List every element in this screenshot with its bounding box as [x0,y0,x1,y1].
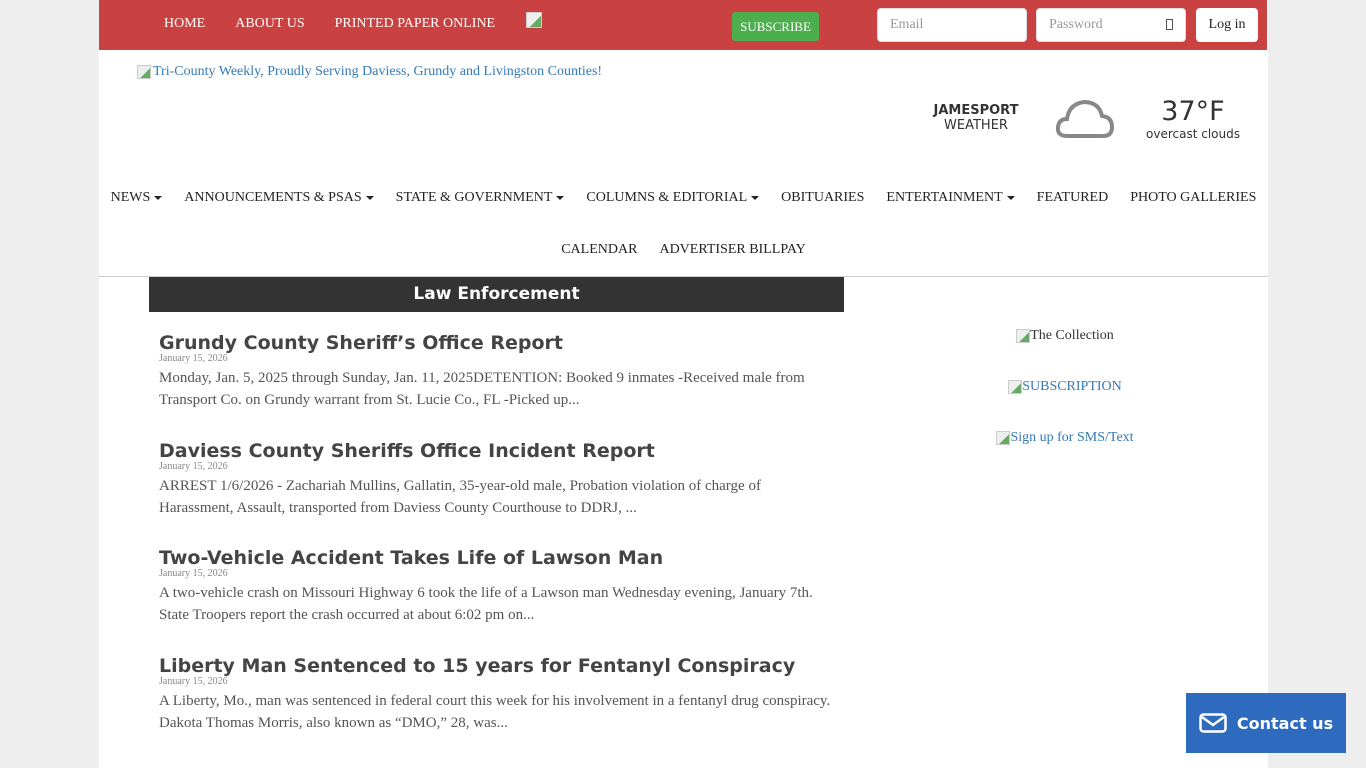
email-input[interactable]: Email [877,8,1027,42]
broken-image-icon [1008,380,1023,394]
weather-location: JAMESPORT WEATHER [918,103,1034,133]
login-button[interactable]: Log in [1196,8,1258,42]
key-icon[interactable] [1166,19,1173,30]
sidebar-ad-sms[interactable]: Sign up for SMS/Text [960,430,1170,450]
article-item: Two-Vehicle Accident Takes Life of Lawso… [159,548,839,626]
nav-state-government[interactable]: STATE & GOVERNMENT [396,190,565,206]
nav-columns-editorial[interactable]: COLUMNS & EDITORIAL [586,190,760,206]
nav-obituaries[interactable]: OBITUARIES [781,190,865,205]
contact-us-button[interactable]: Contact us [1186,693,1346,753]
nav-label: COLUMNS & EDITORIAL [586,190,748,205]
caret-down-icon [751,195,760,200]
nav-photo-galleries[interactable]: PHOTO GALLERIES [1130,190,1257,205]
nav-label: NEWS [110,190,151,205]
weather-city: JAMESPORT [933,103,1019,118]
article-date: January 15, 2026 [159,568,228,579]
page-container [99,0,1268,768]
logo-alt-text: Tri-County Weekly, Proudly Serving Davie… [153,64,603,79]
nav-news[interactable]: NEWS [111,190,163,206]
main-nav: NEWS ANNOUNCEMENTS & PSAS STATE & GOVERN… [99,172,1268,277]
subscribe-button[interactable]: SUBSCRIBE [732,12,819,41]
article-item: Grundy County Sheriff’s Office Report Jan… [159,333,839,411]
password-input[interactable]: Password [1036,8,1186,42]
article-item: Liberty Man Sentenced to 15 years for Fe… [159,656,839,734]
article-excerpt: Monday, Jan. 5, 2025 through Sunday, Jan… [159,370,805,408]
broken-image-icon [1016,329,1031,343]
caret-down-icon [1006,195,1015,200]
article-date: January 15, 2026 [159,461,228,472]
ad-alt-text: The Collection [1030,328,1114,343]
nav-home[interactable]: HOME [164,16,206,31]
contact-label: Contact us [1236,713,1334,733]
article-excerpt: A Liberty, Mo., man was sentenced in fed… [159,693,831,731]
nav-calendar[interactable]: CALENDAR [561,242,638,257]
caret-down-icon [556,195,565,200]
article-title[interactable]: Grundy County Sheriff’s Office Report [159,332,563,354]
article-excerpt: ARREST 1/6/2026 - Zachariah Mullins, Gal… [159,478,761,516]
nav-entertainment[interactable]: ENTERTAINMENT [886,190,1015,206]
section-heading: Law Enforcement [149,277,844,312]
password-placeholder: Password [1049,17,1103,32]
broken-image-icon[interactable] [526,12,542,28]
article-excerpt: A two-vehicle crash on Missouri Highway … [159,585,813,623]
caret-down-icon [154,195,163,200]
nav-about-us[interactable]: ABOUT US [235,16,305,31]
weather-description: overcast clouds [1146,127,1240,141]
caret-down-icon [365,195,374,200]
article-title[interactable]: Two-Vehicle Accident Takes Life of Lawso… [159,547,664,569]
article-date: January 15, 2026 [159,676,228,687]
top-bar: HOME ABOUT US PRINTED PAPER ONLINE SUBSC… [99,0,1267,50]
nav-featured[interactable]: FEATURED [1036,190,1109,205]
article-title[interactable]: Daviess County Sheriffs Office Incident … [159,440,655,462]
article-title[interactable]: Liberty Man Sentenced to 15 years for Fe… [159,655,796,677]
article-item: Daviess County Sheriffs Office Incident … [159,441,839,519]
nav-label: ANNOUNCEMENTS & PSAS [184,190,362,205]
sidebar-ad-subscription[interactable]: SUBSCRIPTION [960,379,1170,399]
ad-alt-text: Sign up for SMS/Text [1010,430,1134,445]
temperature: 37°F [1161,96,1225,127]
nav-label: STATE & GOVERNMENT [395,190,553,205]
weather-temp: 37°F overcast clouds [1145,96,1241,141]
mail-icon [1199,713,1227,733]
broken-image-icon [996,431,1011,445]
sidebar-ad-collection[interactable]: The Collection [960,328,1170,348]
nav-printed-paper[interactable]: PRINTED PAPER ONLINE [334,16,496,31]
broken-image-icon [137,65,151,79]
weather-label: WEATHER [944,118,1008,133]
nav-label: ENTERTAINMENT [886,190,1003,205]
nav-announcements[interactable]: ANNOUNCEMENTS & PSAS [184,190,374,206]
cloud-icon [1055,99,1115,138]
ad-alt-text: SUBSCRIPTION [1022,379,1122,394]
nav-advertiser-billpay[interactable]: ADVERTISER BILLPAY [659,242,806,257]
article-date: January 15, 2026 [159,353,228,364]
site-logo[interactable]: Tri-County Weekly, Proudly Serving Davie… [137,64,602,80]
